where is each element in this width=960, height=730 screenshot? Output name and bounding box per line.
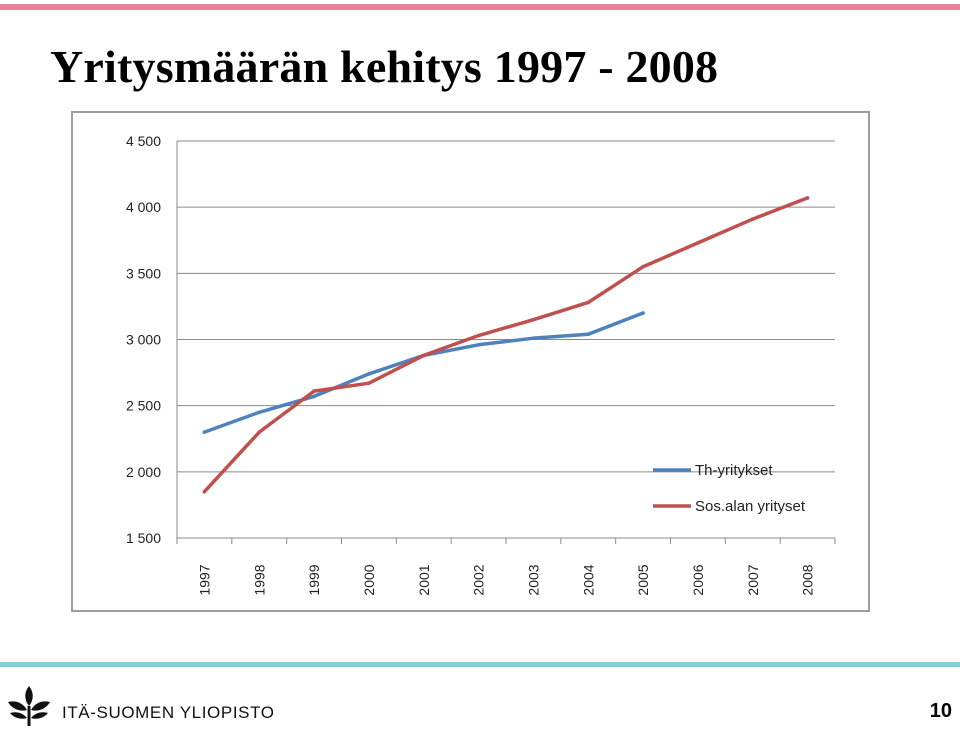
x-tick-label: 2001 [416,564,432,595]
x-tick-label: 1998 [251,564,267,595]
data-point [367,381,371,385]
data-point [641,311,645,315]
y-tick-label: 4 500 [126,133,161,149]
top-accent-bar [0,4,960,10]
x-tick-label: 2005 [635,564,651,595]
x-tick-label: 2000 [361,564,377,595]
y-tick-label: 1 500 [126,530,161,546]
data-point [421,353,426,358]
data-point [312,394,316,399]
y-tick-label: 2 500 [126,398,161,414]
data-point [586,300,591,305]
university-logo-icon [8,686,50,726]
line-chart: 1 500 2 000 2 500 3 000 3 500 4 000 4 500 1997 1… [126,133,836,596]
x-tick-label: 1999 [306,564,322,595]
x-tick-label: 2006 [690,564,706,595]
x-tick-label: 2003 [525,564,541,595]
data-point [257,410,262,415]
data-point [696,241,700,245]
data-point [531,317,536,322]
data-point [586,332,591,337]
y-tick-label: 3 500 [126,265,161,281]
x-tick-label: 2007 [745,564,761,595]
data-point [202,430,207,434]
x-tick-label: 2008 [800,564,816,595]
y-tick-label: 2 000 [126,464,161,480]
data-point [805,196,810,200]
data-point [476,333,481,338]
data-point [257,430,262,434]
x-tick-label: 1997 [196,564,212,595]
page-number: 10 [929,700,952,722]
bottom-accent-bar [0,662,960,667]
data-point [476,342,481,347]
chart-frame: 1 500 2 000 2 500 3 000 3 500 4 000 4 500 1997 1… [71,111,870,612]
slide-title: Yritysmäärän kehitys 1997 - 2008 [50,41,719,92]
university-name: ITÄ-SUOMEN YLIOPISTO [62,703,275,722]
y-tick-label: 4 000 [126,199,161,215]
legend-label: Th-yritykset [695,462,773,479]
legend-label: Sos.alan yrityset [695,498,806,515]
data-point [367,372,371,376]
data-point [202,489,207,494]
y-tick-label: 3 000 [126,332,161,348]
x-tick-label: 2004 [580,564,596,595]
data-point [750,217,755,221]
data-point [312,389,316,393]
series-line-th-yritykset [202,311,645,434]
x-tick-label: 2002 [471,564,487,595]
series-line-sos-alan-yrityset [202,196,810,494]
data-point [531,336,536,340]
data-point [641,264,645,269]
